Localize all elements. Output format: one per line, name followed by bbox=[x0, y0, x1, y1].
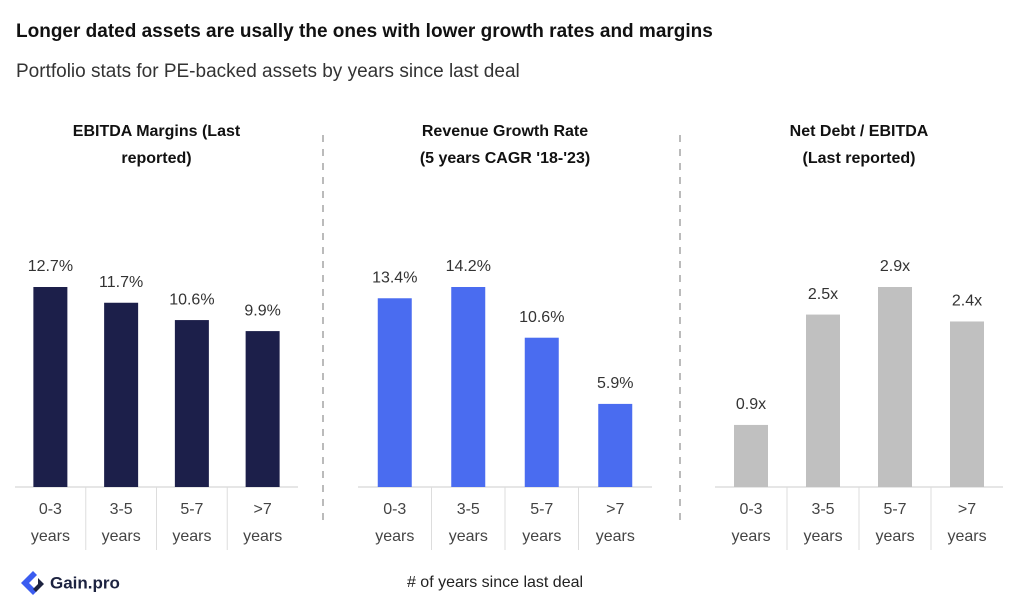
x-tick-label-line: >7 bbox=[254, 501, 272, 518]
value-label: 5.9% bbox=[597, 375, 633, 392]
chart-subtitle: Portfolio stats for PE-backed assets by … bbox=[16, 61, 520, 82]
x-tick-label: 5-7 years bbox=[875, 501, 914, 545]
x-tick-label: >7 years bbox=[243, 501, 282, 545]
panel-title: Net Debt / EBITDA (Last reported) bbox=[790, 123, 929, 167]
x-tick-label-line: years bbox=[172, 528, 211, 545]
x-tick-label-line: years bbox=[102, 528, 141, 545]
x-tick-label-line: years bbox=[522, 528, 561, 545]
x-tick-label-line: >7 bbox=[606, 501, 624, 518]
bar bbox=[377, 298, 412, 487]
panel-title: EBITDA Margins (Last reported) bbox=[73, 123, 241, 167]
x-tick-label: >7 years bbox=[596, 501, 635, 545]
bar bbox=[598, 403, 633, 487]
value-label: 10.6% bbox=[169, 291, 214, 308]
x-tick-label-line: years bbox=[375, 528, 414, 545]
x-tick-label: 3-5 years bbox=[102, 501, 141, 545]
bar bbox=[174, 320, 209, 487]
panel-title-line: EBITDA Margins (Last bbox=[73, 123, 241, 140]
value-label: 2.4x bbox=[952, 293, 982, 310]
x-tick-label-line: 0-3 bbox=[383, 501, 406, 518]
x-tick-label-line: >7 bbox=[958, 501, 976, 518]
chart-title: Longer dated assets are usally the ones … bbox=[16, 21, 713, 42]
bar bbox=[878, 287, 912, 487]
x-tick-label: >7 years bbox=[947, 501, 986, 545]
x-tick-label: 5-7 years bbox=[172, 501, 211, 545]
bar bbox=[33, 287, 68, 487]
bar bbox=[524, 337, 559, 487]
logo-icon bbox=[21, 571, 44, 595]
value-label: 9.9% bbox=[244, 302, 280, 319]
x-tick-label-line: 3-5 bbox=[110, 501, 133, 518]
panel-title: Revenue Growth Rate (5 years CAGR '18-'23… bbox=[420, 123, 590, 167]
x-tick-label-line: years bbox=[449, 528, 488, 545]
x-tick-label-line: years bbox=[31, 528, 70, 545]
bar bbox=[245, 331, 280, 487]
value-label: 11.7% bbox=[99, 274, 143, 291]
x-tick-label-line: 5-7 bbox=[530, 501, 553, 518]
value-label: 2.5x bbox=[808, 286, 838, 303]
value-label: 12.7% bbox=[28, 258, 73, 275]
x-tick-label: 5-7 years bbox=[522, 501, 561, 545]
x-tick-label-line: years bbox=[731, 528, 770, 545]
bar bbox=[104, 302, 139, 487]
x-tick-label: 3-5 years bbox=[803, 501, 842, 545]
x-tick-label-line: years bbox=[875, 528, 914, 545]
x-tick-label-line: years bbox=[947, 528, 986, 545]
x-tick-label-line: 0-3 bbox=[739, 501, 762, 518]
x-tick-label-line: 3-5 bbox=[457, 501, 480, 518]
panel-title-line: (5 years CAGR '18-'23) bbox=[420, 150, 590, 167]
value-label: 0.9x bbox=[736, 396, 766, 413]
x-tick-label-line: 5-7 bbox=[883, 501, 906, 518]
x-axis-label: # of years since last deal bbox=[407, 574, 583, 591]
x-tick-label: 0-3 years bbox=[375, 501, 414, 545]
x-tick-label: 3-5 years bbox=[449, 501, 488, 545]
value-label: 14.2% bbox=[446, 258, 491, 275]
bar bbox=[734, 424, 768, 487]
value-label: 13.4% bbox=[372, 269, 417, 286]
x-tick-label-line: 3-5 bbox=[811, 501, 834, 518]
x-tick-label-line: years bbox=[596, 528, 635, 545]
x-tick-label-line: years bbox=[243, 528, 282, 545]
x-tick-label-line: years bbox=[803, 528, 842, 545]
bar bbox=[806, 314, 840, 487]
panel-title-line: reported) bbox=[121, 150, 191, 167]
x-tick-label-line: 0-3 bbox=[39, 501, 62, 518]
x-tick-label: 0-3 years bbox=[731, 501, 770, 545]
panel-title-line: Net Debt / EBITDA bbox=[790, 123, 929, 140]
value-label: 2.9x bbox=[880, 258, 910, 275]
logo-text: Gain.pro bbox=[50, 573, 120, 592]
bar bbox=[451, 287, 486, 487]
x-tick-label-line: 5-7 bbox=[180, 501, 203, 518]
panel-title-line: Revenue Growth Rate bbox=[422, 123, 588, 140]
value-label: 10.6% bbox=[519, 309, 564, 326]
x-tick-label: 0-3 years bbox=[31, 501, 70, 545]
bar bbox=[950, 321, 984, 487]
panel-title-line: (Last reported) bbox=[803, 150, 916, 167]
